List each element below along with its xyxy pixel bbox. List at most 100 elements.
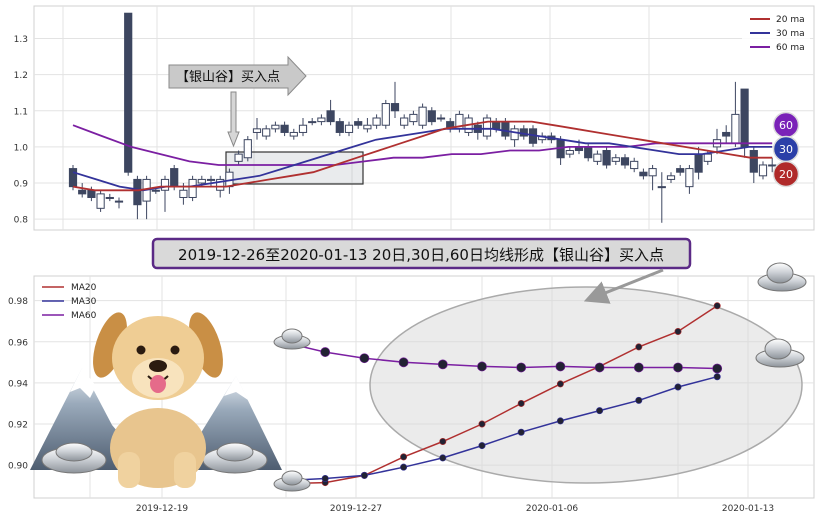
ma30-point bbox=[556, 417, 564, 425]
bottom-y-tick-label: 0.96 bbox=[8, 338, 28, 348]
ma60-point bbox=[673, 362, 683, 373]
top-y-tick-label: 1.1 bbox=[14, 107, 28, 117]
ma-line-series bbox=[281, 302, 723, 488]
candle-up bbox=[114, 200, 124, 203]
ma20-point bbox=[478, 420, 486, 428]
candle-up bbox=[372, 117, 381, 126]
candle-up bbox=[262, 128, 271, 137]
candle-up bbox=[648, 168, 657, 177]
candle-down bbox=[694, 153, 703, 173]
title-banner: 2019-12-26至2020-01-13 20日,30日,60日均线形成【银山… bbox=[151, 237, 692, 270]
candle-up bbox=[482, 117, 492, 137]
bottom-y-tick-label: 0.92 bbox=[8, 421, 28, 431]
candle-down bbox=[335, 121, 344, 133]
annotation-callout: 【银山谷】买入点 bbox=[168, 55, 307, 148]
bottom-y-tick-label: 0.90 bbox=[8, 462, 28, 472]
bottom-y-tick-label: 0.94 bbox=[8, 379, 28, 389]
candle-up bbox=[657, 186, 666, 189]
bottom-panel: 0.90 0.92 0.94 0.96 0.98 2019-12-19 2019-12-2… bbox=[8, 262, 815, 514]
candle-up bbox=[216, 178, 225, 191]
candle-up bbox=[151, 189, 160, 192]
candle-down bbox=[354, 121, 363, 126]
ma20-point bbox=[439, 437, 447, 445]
silver-ingot-icon bbox=[757, 262, 807, 292]
candle-down bbox=[620, 157, 630, 166]
legend-30-ma: 30 ma bbox=[776, 29, 805, 39]
candle-up bbox=[409, 113, 418, 123]
silver-ingot-icon bbox=[41, 442, 107, 474]
candle-up bbox=[243, 139, 252, 159]
ma60-point bbox=[359, 353, 370, 364]
candle-down bbox=[78, 189, 87, 195]
bottom-x-tick-label: 2020-01-06 bbox=[526, 504, 579, 514]
bottom-x-axis: 2019-12-19 2019-12-27 2020-01-06 2020-01-13 bbox=[136, 504, 774, 514]
top-y-tick-label: 0.9 bbox=[14, 180, 29, 190]
ma20-point bbox=[674, 327, 682, 335]
candle-up bbox=[611, 157, 620, 162]
candle-up bbox=[768, 164, 777, 167]
banner-text: 2019-12-26至2020-01-13 20日,30日,60日均线形成【银山… bbox=[178, 246, 664, 264]
top-y-tick-label: 1.0 bbox=[14, 143, 29, 153]
ma60-point bbox=[437, 359, 448, 370]
candle-down bbox=[326, 110, 335, 123]
ma60-point bbox=[477, 361, 487, 372]
candle-down bbox=[639, 171, 648, 177]
candle-up bbox=[206, 178, 216, 181]
ma30-point bbox=[517, 428, 525, 436]
candle-up bbox=[344, 124, 354, 133]
bottom-legend: MA20 MA30 MA60 bbox=[42, 283, 97, 321]
candle-up bbox=[96, 193, 105, 209]
moving-average-lines bbox=[72, 120, 773, 192]
candle-down bbox=[68, 168, 78, 188]
candle-down bbox=[170, 168, 179, 188]
bottom-x-tick-label: 2020-01-13 bbox=[722, 504, 774, 514]
ma20-point bbox=[400, 453, 408, 461]
candle-up bbox=[308, 121, 317, 124]
candle-down bbox=[427, 110, 436, 123]
bottom-y-tick-label: 0.98 bbox=[8, 297, 28, 307]
ma30-point bbox=[713, 373, 721, 381]
legend-20-ma: 20 ma bbox=[776, 15, 805, 25]
ma60-point bbox=[516, 362, 527, 373]
ma30-point bbox=[439, 454, 447, 462]
pointer-arrow bbox=[583, 268, 664, 304]
candle-up bbox=[565, 150, 574, 155]
candle-down bbox=[280, 124, 289, 133]
ma30-point bbox=[321, 474, 329, 482]
annotation-arrow-shape bbox=[168, 55, 307, 97]
candle-down bbox=[133, 178, 142, 206]
silver-ingot-icon bbox=[202, 442, 268, 474]
ma30-bottom-line bbox=[285, 375, 718, 482]
ma60-point bbox=[398, 357, 409, 368]
candle-up bbox=[436, 117, 446, 120]
candle-down bbox=[87, 189, 96, 198]
candle-up bbox=[179, 189, 188, 198]
candle-up bbox=[731, 113, 740, 144]
candle-up bbox=[317, 117, 326, 123]
candle-down bbox=[492, 121, 501, 130]
ma30-point bbox=[596, 407, 604, 415]
candle-up bbox=[289, 131, 298, 137]
ma-badges: 60 30 20 bbox=[772, 111, 800, 188]
badge-20 bbox=[772, 160, 800, 188]
top-y-tick-label: 0.8 bbox=[14, 216, 29, 226]
candle-up bbox=[381, 103, 390, 126]
candle-down bbox=[602, 150, 611, 166]
candle-up bbox=[685, 168, 694, 188]
candle-down bbox=[676, 168, 685, 173]
bottom-x-tick-label: 2019-12-19 bbox=[136, 504, 189, 514]
ma20-point bbox=[635, 343, 643, 351]
ma60-point bbox=[594, 362, 605, 373]
candle-down bbox=[722, 131, 731, 137]
ma30-point bbox=[674, 383, 682, 391]
dog-icon bbox=[93, 312, 223, 488]
ma60-bottom-line bbox=[285, 342, 718, 370]
silver-ingot-icon bbox=[755, 338, 805, 368]
silver-ingot-icon bbox=[273, 470, 311, 492]
candle-down bbox=[501, 121, 510, 137]
candle-up bbox=[197, 178, 206, 184]
bottom-y-axis: 0.90 0.92 0.94 0.96 0.98 bbox=[8, 297, 28, 471]
ma30-point bbox=[478, 442, 486, 450]
candle-up bbox=[418, 106, 427, 126]
ma60-point bbox=[320, 347, 331, 357]
